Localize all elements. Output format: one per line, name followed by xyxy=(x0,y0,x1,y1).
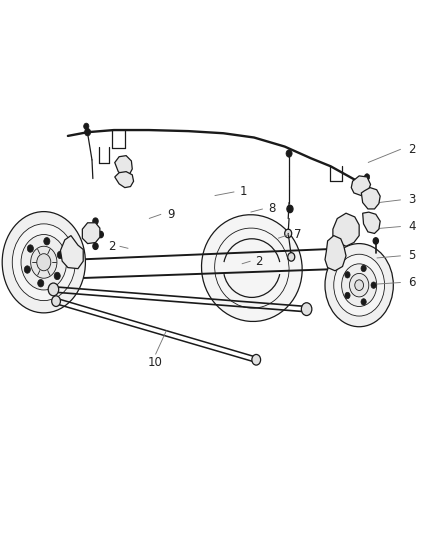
Circle shape xyxy=(98,231,103,238)
Polygon shape xyxy=(325,236,346,271)
Circle shape xyxy=(286,150,292,157)
Text: 2: 2 xyxy=(254,255,262,268)
Text: 2: 2 xyxy=(408,143,416,156)
Circle shape xyxy=(287,205,293,213)
Circle shape xyxy=(93,243,98,249)
Circle shape xyxy=(288,253,295,261)
Circle shape xyxy=(350,273,369,297)
Ellipse shape xyxy=(201,215,302,321)
Circle shape xyxy=(325,244,393,327)
Circle shape xyxy=(48,283,59,296)
Circle shape xyxy=(44,238,50,245)
Polygon shape xyxy=(115,172,134,188)
Text: 6: 6 xyxy=(408,276,416,289)
Circle shape xyxy=(24,266,30,273)
Polygon shape xyxy=(60,236,83,269)
Circle shape xyxy=(361,298,366,305)
Polygon shape xyxy=(115,156,132,176)
Circle shape xyxy=(361,265,366,272)
Circle shape xyxy=(345,272,350,278)
Circle shape xyxy=(2,212,85,313)
Circle shape xyxy=(371,282,376,288)
Polygon shape xyxy=(363,212,380,233)
Text: 3: 3 xyxy=(408,193,415,206)
Circle shape xyxy=(57,251,64,259)
Circle shape xyxy=(342,264,377,306)
Text: 1: 1 xyxy=(239,185,247,198)
Circle shape xyxy=(93,218,98,224)
Circle shape xyxy=(355,280,364,290)
Text: 4: 4 xyxy=(408,220,416,233)
Text: 7: 7 xyxy=(294,228,302,241)
Circle shape xyxy=(21,235,67,290)
Circle shape xyxy=(373,238,378,244)
Circle shape xyxy=(84,123,89,130)
Polygon shape xyxy=(351,176,371,196)
Circle shape xyxy=(37,254,51,271)
Circle shape xyxy=(334,254,385,316)
Circle shape xyxy=(85,128,91,136)
Polygon shape xyxy=(82,223,100,244)
Circle shape xyxy=(285,229,292,238)
Circle shape xyxy=(54,272,60,280)
Circle shape xyxy=(38,279,44,287)
Polygon shape xyxy=(333,213,359,246)
Polygon shape xyxy=(361,188,380,209)
Circle shape xyxy=(252,354,261,365)
Text: 9: 9 xyxy=(167,208,175,221)
Text: 10: 10 xyxy=(148,356,163,369)
Circle shape xyxy=(301,303,312,316)
Text: 8: 8 xyxy=(268,203,275,215)
Circle shape xyxy=(364,174,370,180)
Circle shape xyxy=(27,245,33,252)
Text: 5: 5 xyxy=(408,249,415,262)
Text: 2: 2 xyxy=(108,240,116,253)
Circle shape xyxy=(52,296,60,306)
Circle shape xyxy=(31,246,57,278)
Circle shape xyxy=(12,224,75,301)
Circle shape xyxy=(345,292,350,298)
